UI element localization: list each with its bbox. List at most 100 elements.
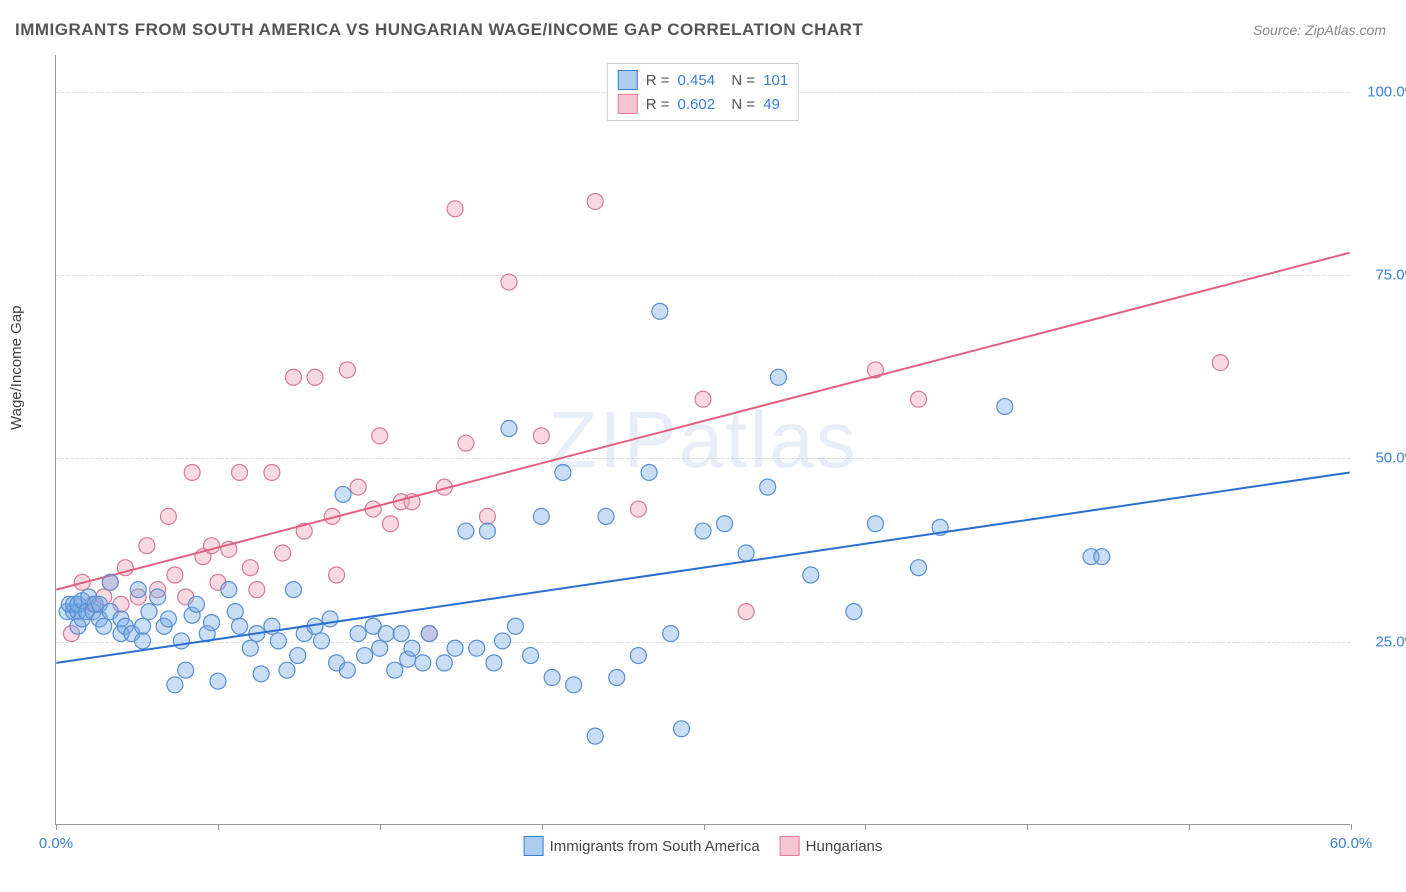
data-point xyxy=(507,618,523,634)
data-point xyxy=(695,523,711,539)
y-axis-label: Wage/Income Gap xyxy=(8,305,25,430)
ytick-label: 100.0% xyxy=(1358,83,1406,100)
data-point xyxy=(242,640,258,656)
data-point xyxy=(770,369,786,385)
data-point xyxy=(523,648,539,664)
data-point xyxy=(339,662,355,678)
legend-label-pink: Hungarians xyxy=(806,838,883,855)
data-point xyxy=(587,728,603,744)
source-attribution: Source: ZipAtlas.com xyxy=(1253,22,1386,38)
data-point xyxy=(279,662,295,678)
legend-item-pink: Hungarians xyxy=(780,836,883,856)
xtick-label-right: 60.0% xyxy=(1330,835,1373,852)
legend-n-pink: 49 xyxy=(763,96,780,113)
data-point xyxy=(350,626,366,642)
legend-r-label: R = xyxy=(646,72,670,89)
data-point xyxy=(96,618,112,634)
xtick xyxy=(865,824,866,830)
data-point xyxy=(566,677,582,693)
data-point xyxy=(717,516,733,532)
data-point xyxy=(167,677,183,693)
data-point xyxy=(458,523,474,539)
legend-n-label: N = xyxy=(723,96,755,113)
data-point xyxy=(167,567,183,583)
data-point xyxy=(641,464,657,480)
xtick-label-left: 0.0% xyxy=(39,835,73,852)
data-point xyxy=(378,626,394,642)
data-point xyxy=(997,399,1013,415)
data-point xyxy=(555,464,571,480)
xtick xyxy=(1351,824,1352,830)
legend-r-blue: 0.454 xyxy=(678,72,716,89)
data-point xyxy=(630,501,646,517)
data-point xyxy=(322,611,338,627)
legend-row-blue: R = 0.454 N = 101 xyxy=(618,68,788,92)
legend-n-label: N = xyxy=(723,72,755,89)
data-point xyxy=(227,604,243,620)
data-point xyxy=(102,574,118,590)
legend-label-blue: Immigrants from South America xyxy=(550,838,760,855)
data-point xyxy=(387,662,403,678)
data-point xyxy=(421,626,437,642)
xtick xyxy=(218,824,219,830)
data-point xyxy=(486,655,502,671)
data-point xyxy=(290,648,306,664)
data-point xyxy=(285,582,301,598)
data-point xyxy=(249,582,265,598)
data-point xyxy=(469,640,485,656)
data-point xyxy=(329,567,345,583)
data-point xyxy=(313,633,329,649)
data-point xyxy=(404,640,420,656)
xtick xyxy=(704,824,705,830)
xtick xyxy=(1189,824,1190,830)
data-point xyxy=(350,479,366,495)
data-point xyxy=(738,545,754,561)
swatch-pink-icon xyxy=(780,836,800,856)
data-point xyxy=(846,604,862,620)
data-point xyxy=(307,369,323,385)
data-point xyxy=(911,391,927,407)
data-point xyxy=(630,648,646,664)
data-point xyxy=(436,655,452,671)
data-point xyxy=(221,582,237,598)
data-point xyxy=(911,560,927,576)
data-point xyxy=(495,633,511,649)
data-point xyxy=(382,516,398,532)
data-point xyxy=(803,567,819,583)
legend-r-label: R = xyxy=(646,96,670,113)
data-point xyxy=(372,640,388,656)
data-point xyxy=(141,604,157,620)
legend-n-blue: 101 xyxy=(763,72,788,89)
data-point xyxy=(335,486,351,502)
chart-title: IMMIGRANTS FROM SOUTH AMERICA VS HUNGARI… xyxy=(15,20,863,40)
data-point xyxy=(533,428,549,444)
swatch-blue-icon xyxy=(524,836,544,856)
data-point xyxy=(188,596,204,612)
data-point xyxy=(178,662,194,678)
data-point xyxy=(738,604,754,620)
plot-area: ZIPatlas R = 0.454 N = 101 R = 0.602 N =… xyxy=(55,55,1350,825)
data-point xyxy=(393,626,409,642)
data-point xyxy=(479,523,495,539)
legend-stats-box: R = 0.454 N = 101 R = 0.602 N = 49 xyxy=(607,63,799,121)
data-point xyxy=(232,618,248,634)
data-point xyxy=(609,670,625,686)
data-point xyxy=(544,670,560,686)
data-point xyxy=(1212,355,1228,371)
legend-bottom: Immigrants from South America Hungarians xyxy=(524,836,883,856)
data-point xyxy=(695,391,711,407)
legend-item-blue: Immigrants from South America xyxy=(524,836,760,856)
swatch-pink xyxy=(618,94,638,114)
data-point xyxy=(285,369,301,385)
data-point xyxy=(184,464,200,480)
xtick xyxy=(380,824,381,830)
ytick-label: 50.0% xyxy=(1358,450,1406,467)
data-point xyxy=(135,633,151,649)
ytick-label: 25.0% xyxy=(1358,633,1406,650)
data-point xyxy=(415,655,431,671)
swatch-blue xyxy=(618,70,638,90)
legend-r-pink: 0.602 xyxy=(678,96,716,113)
data-point xyxy=(372,428,388,444)
data-point xyxy=(160,508,176,524)
data-point xyxy=(760,479,776,495)
